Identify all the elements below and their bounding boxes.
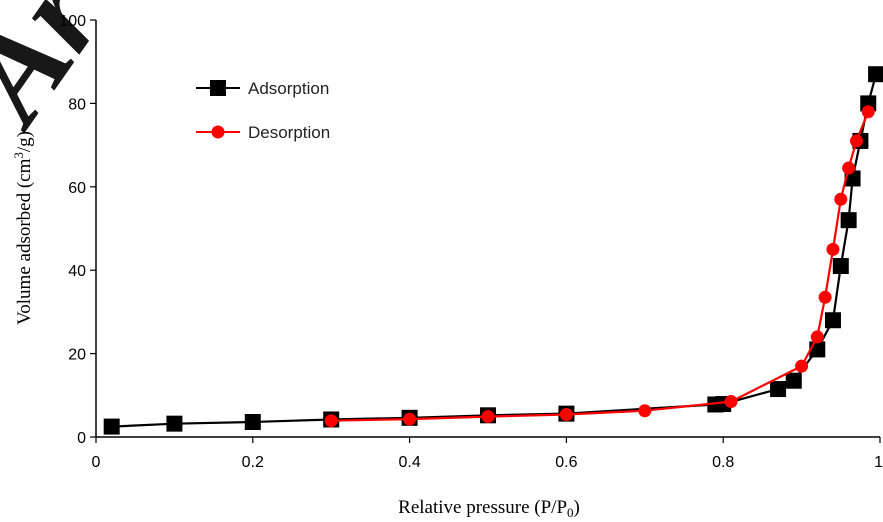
x-axis-title: Relative pressure (P/P0): [398, 497, 580, 520]
y-axis-title: Volume adsorbed (cm3/g): [11, 131, 35, 325]
data-point-desorption: [842, 161, 856, 175]
x-axis-title-main: Relative pressure (P/P: [398, 497, 567, 518]
data-point-desorption: [638, 404, 652, 418]
y-tick-label: 40: [68, 263, 86, 280]
data-point-desorption: [826, 242, 840, 256]
x-axis-title-suffix: ): [574, 497, 580, 518]
x-axis-title-subscript: 0: [567, 505, 574, 520]
y-axis-title-main: Volume adsorbed (cm: [14, 158, 35, 325]
data-point-adsorption: [785, 372, 802, 389]
data-point-adsorption: [832, 258, 849, 275]
legend-adsorption-marker: [210, 80, 226, 96]
data-point-desorption: [795, 359, 809, 373]
x-tick-label: 0.8: [712, 454, 734, 471]
legend-desorption-label: Desorption: [248, 123, 330, 142]
x-axis-ticks: 0 0.2 0.4 0.6 0.8 1: [92, 437, 883, 471]
legend-adsorption-label: Adsorption: [248, 79, 329, 98]
data-point-adsorption: [103, 418, 120, 435]
y-tick-label: 60: [68, 180, 86, 197]
legend: Adsorption Desorption: [196, 79, 330, 142]
y-axis-title-suffix: /g): [14, 131, 35, 152]
y-tick-label: 0: [77, 430, 86, 447]
data-point-desorption: [834, 192, 848, 206]
data-point-desorption: [559, 407, 573, 421]
data-point-adsorption: [770, 381, 787, 398]
y-tick-label: 100: [59, 13, 86, 30]
data-point-adsorption: [868, 66, 883, 83]
data-point-adsorption: [166, 415, 183, 432]
y-axis-title-superscript: 3: [11, 152, 26, 159]
plot-frame: [95, 20, 880, 438]
data-point-desorption: [403, 412, 417, 426]
y-tick-label: 20: [68, 347, 86, 364]
x-tick-label: 0.2: [242, 454, 264, 471]
data-point-adsorption: [244, 413, 261, 430]
series-adsorption: [103, 66, 883, 435]
x-tick-label: 0.6: [555, 454, 577, 471]
data-point-desorption: [324, 414, 338, 428]
legend-item-adsorption: Adsorption: [196, 79, 329, 98]
data-point-adsorption: [824, 312, 841, 329]
x-tick-label: 0.4: [398, 454, 420, 471]
y-tick-label: 80: [68, 96, 86, 113]
data-point-desorption: [849, 134, 863, 148]
y-axis-ticks: 0 20 40 60 80 100: [59, 13, 96, 447]
legend-item-desorption: Desorption: [196, 123, 330, 142]
series-line-adsorption: [111, 73, 878, 428]
data-point-adsorption: [840, 212, 857, 229]
data-point-desorption: [861, 105, 875, 119]
data-point-desorption: [818, 290, 832, 304]
series-desorption: [324, 105, 875, 428]
data-point-desorption: [724, 395, 738, 409]
x-tick-label: 0: [92, 454, 101, 471]
data-point-desorption: [481, 410, 495, 424]
data-point-desorption: [810, 330, 824, 344]
x-tick-label: 1: [874, 454, 883, 471]
series-layer: [103, 66, 883, 435]
legend-desorption-marker: [211, 125, 225, 139]
